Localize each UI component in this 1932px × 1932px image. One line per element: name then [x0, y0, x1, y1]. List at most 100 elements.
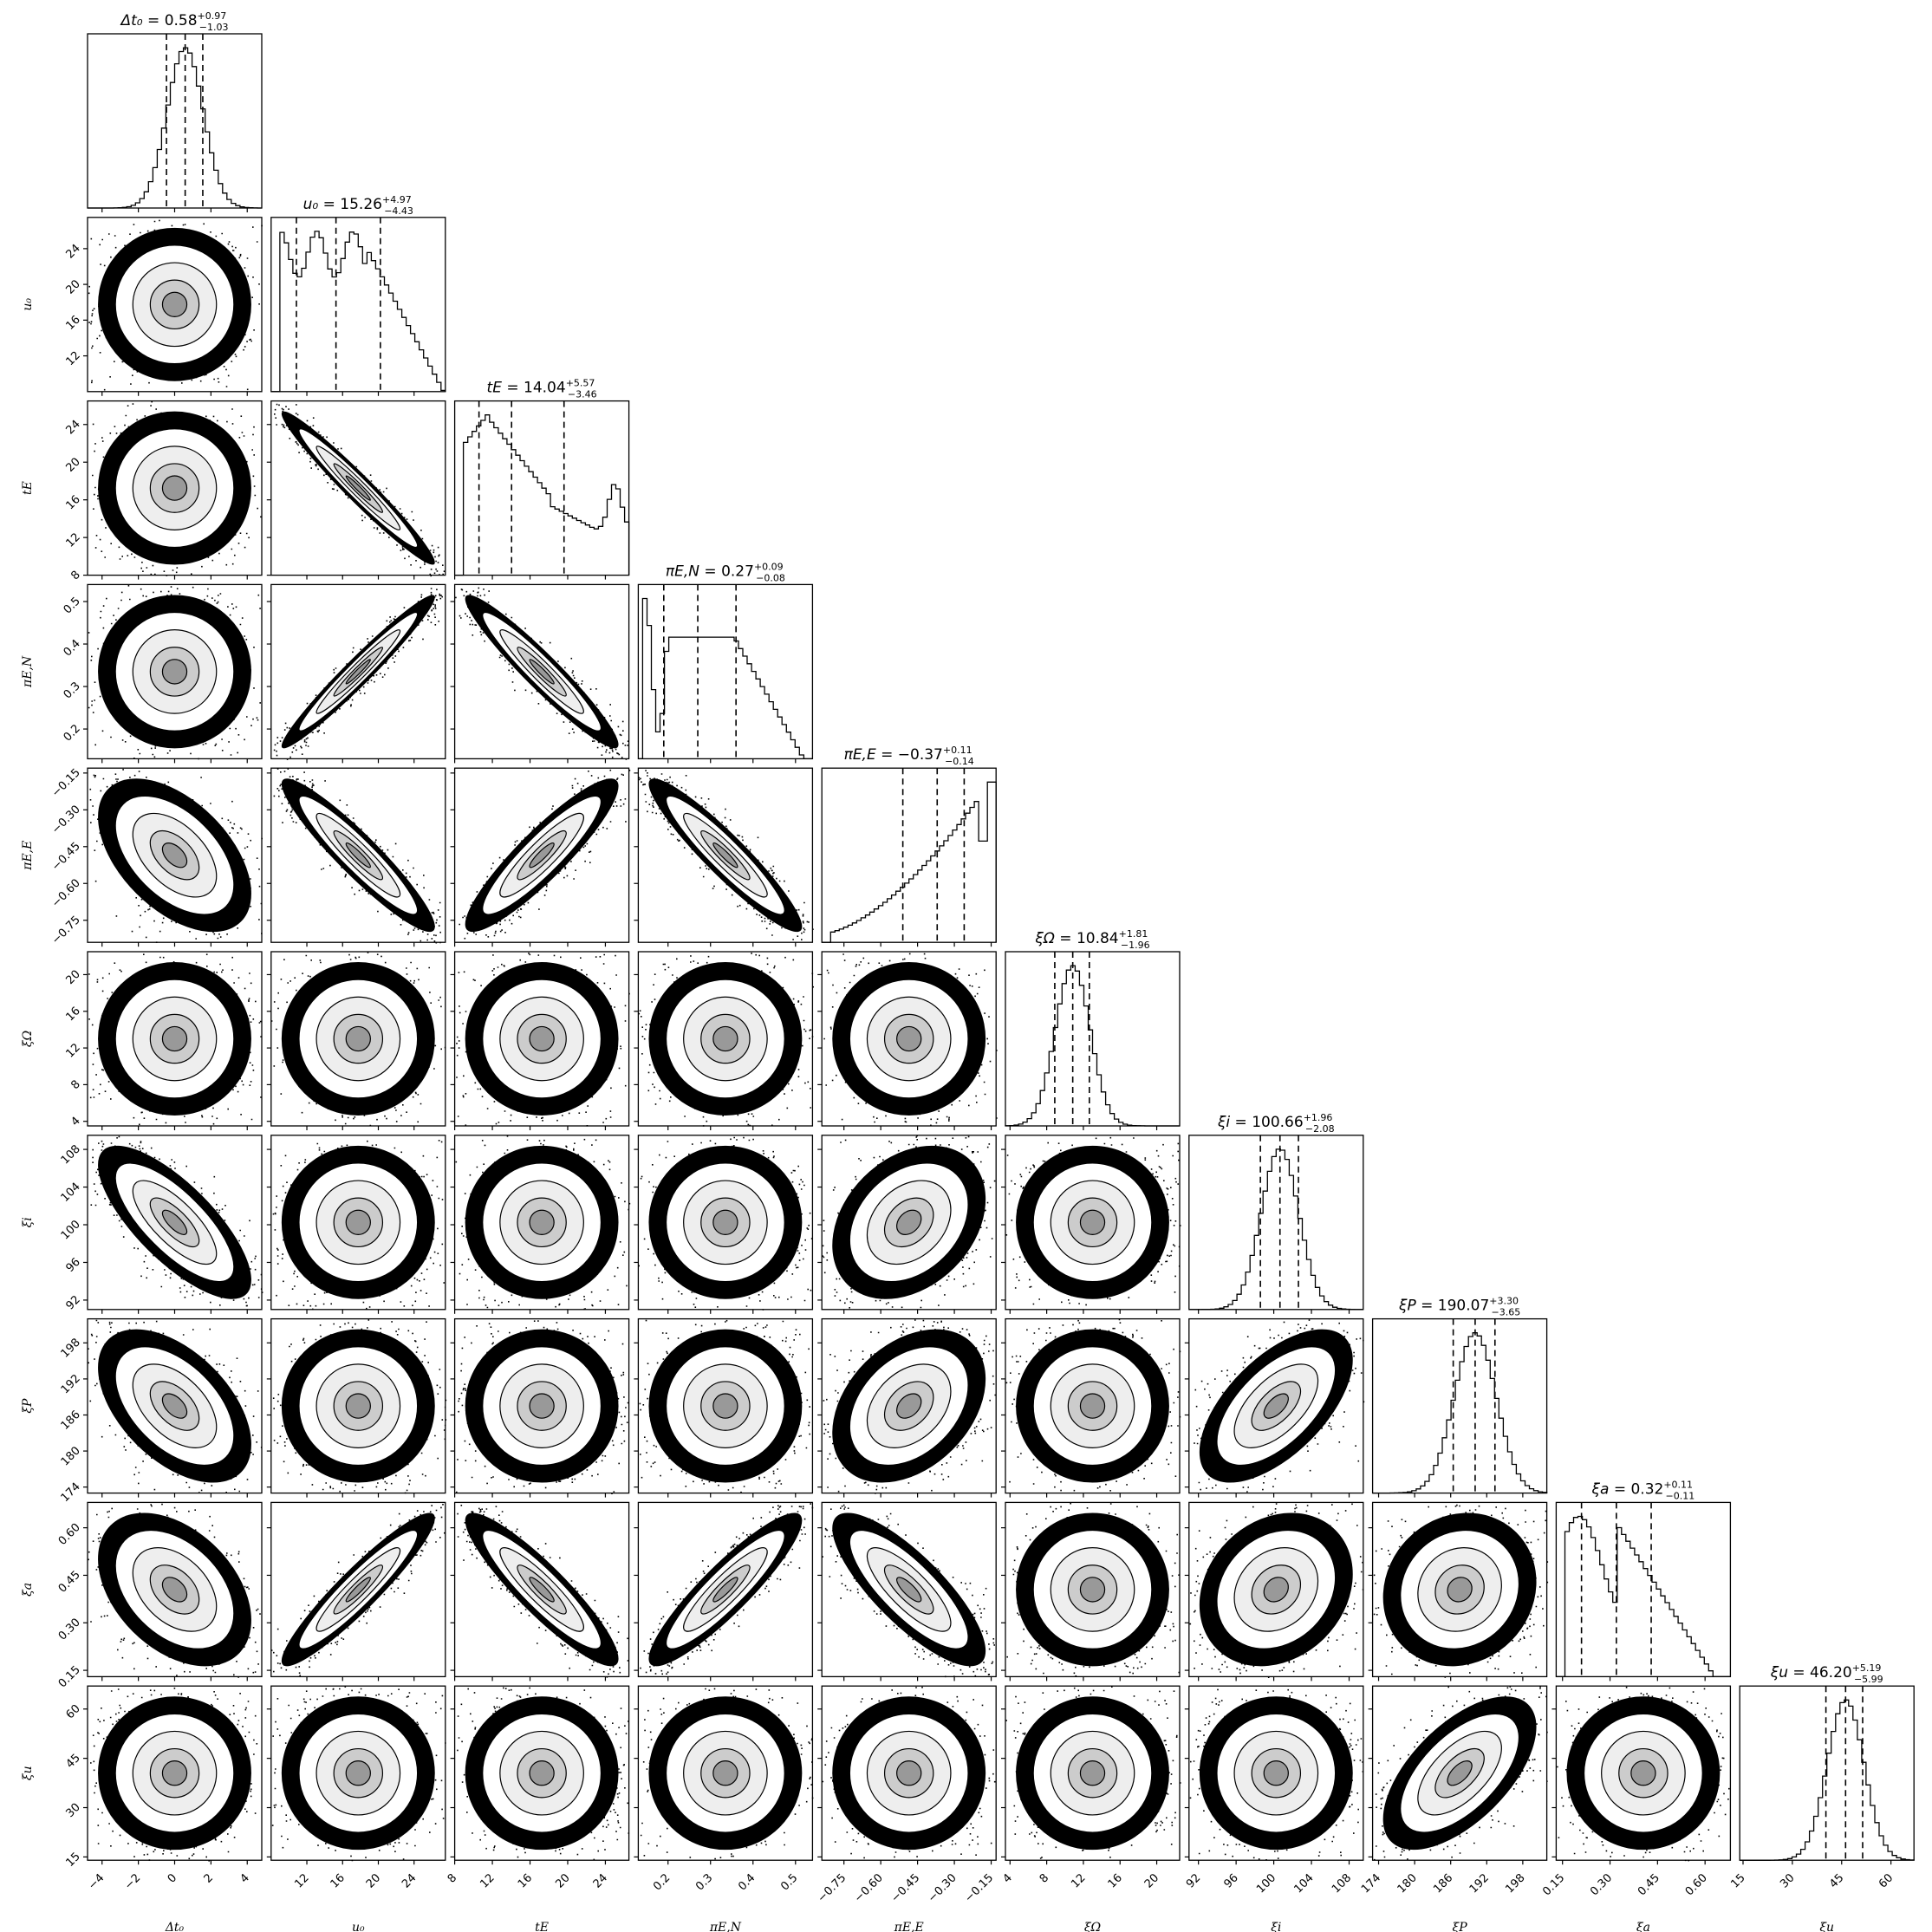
- y-tick-label-1-3: 24: [64, 242, 83, 261]
- scatter-panel-7-9: 174 180 186 192 198: [1356, 1670, 1562, 1896]
- panel-frame: [1556, 1502, 1730, 1676]
- histogram-7: [1373, 1333, 1547, 1493]
- scatter-panel-5-7: [1001, 1319, 1181, 1498]
- x-tick-label-7-2: 186: [1431, 1871, 1455, 1896]
- contour-level-4: [1080, 1761, 1104, 1786]
- hist-panel-2: tE = 14.04+5.57 −3.46: [455, 378, 629, 580]
- scatter-panel-4-6: [802, 1116, 1016, 1330]
- y-tick-label-5-4: 20: [64, 968, 83, 987]
- y-axis-label-7: ξP: [21, 1398, 35, 1414]
- x-tick-label-9-2: 45: [1827, 1871, 1846, 1890]
- y-tick-label-6-2: 100: [59, 1218, 83, 1242]
- x-tick-label-8-2: 0.45: [1636, 1871, 1662, 1898]
- y-tick-label-3-2: 0.4: [62, 637, 83, 659]
- y-tick-label-3-3: 0.5: [62, 595, 83, 616]
- scatter-panel-0-3: 0.2 0.3 0.4 0.5: [62, 584, 262, 763]
- x-tick-label-5-2: 12: [1069, 1871, 1088, 1890]
- y-tick-label-2-0: 8: [68, 569, 82, 582]
- y-axis-label-8: ξa: [21, 1583, 35, 1597]
- y-tick-label-1-2: 20: [64, 277, 83, 296]
- x-axis-label-3: πE,N: [709, 1921, 742, 1932]
- scatter-panel-3-8: [634, 1498, 817, 1682]
- x-tick-label-2-2: 16: [516, 1871, 535, 1890]
- x-tick-label-2-4: 24: [591, 1871, 610, 1890]
- x-tick-label-9-0: 15: [1728, 1871, 1747, 1890]
- hist-panel-0: Δt₀ = 0.58+0.97 −1.03: [88, 10, 262, 212]
- scatter-panel-5-6: [1001, 1135, 1181, 1314]
- scatter-panel-0-8: 0.15 0.30 0.45 0.60: [56, 1483, 281, 1695]
- scatter-panel-1-7: [267, 1319, 446, 1498]
- x-tick-label-0-4: 4: [237, 1871, 251, 1885]
- x-tick-label-2-0: 8: [446, 1871, 459, 1885]
- y-tick-label-3-0: 0.2: [62, 722, 83, 744]
- scatter-panel-3-5: [634, 952, 814, 1130]
- contour-level-4: [1080, 1210, 1104, 1234]
- scatter-panel-4-9: −0.75 −0.60 −0.45 −0.30 −0.15: [816, 1686, 997, 1905]
- x-tick-label-0-0: −4: [86, 1871, 107, 1892]
- scatter-panel-3-4: [634, 765, 815, 946]
- x-tick-label-0-1: −2: [122, 1871, 143, 1892]
- y-tick-label-9-3: 60: [64, 1702, 83, 1721]
- x-tick-label-7-3: 192: [1467, 1871, 1492, 1896]
- contour-level-4: [530, 1761, 554, 1786]
- scatter-panel-5-8: [1001, 1502, 1180, 1681]
- histogram-2: [455, 415, 629, 576]
- scatter-panel-2-8: [450, 1498, 634, 1682]
- scatter-panel-0-2: 812162024: [64, 401, 262, 583]
- scatter-panel-1-9: 12 16 20 24: [267, 1686, 446, 1890]
- contour-level-4: [530, 1026, 554, 1051]
- scatter-panel-5-9: 4 8 12 16 20: [1000, 1686, 1181, 1890]
- scatter-panel-1-8: [267, 1499, 448, 1681]
- scatter-panel-4-8: [812, 1493, 1006, 1687]
- y-tick-label-6-4: 108: [59, 1142, 83, 1167]
- contour-level-4: [162, 1761, 186, 1786]
- contour-level-4: [713, 1761, 738, 1786]
- contour-level-4: [162, 1026, 186, 1051]
- x-tick-label-4-1: −0.60: [852, 1871, 886, 1905]
- hist-panel-4: πE,E = −0.37+0.11 −0.14: [822, 745, 996, 946]
- scatter-panel-3-7: [634, 1319, 812, 1498]
- y-tick-label-1-1: 16: [64, 314, 83, 333]
- x-tick-label-9-1: 30: [1778, 1871, 1797, 1890]
- hist-panel-5: ξΩ = 10.84+1.81 −1.96: [1005, 928, 1180, 1130]
- panel-frame: [88, 34, 262, 208]
- scatter-panel-2-5: [451, 952, 630, 1130]
- scatter-panel-1-2: [267, 401, 446, 580]
- scatter-panel-6-9: 92 96 100 104 108: [1184, 1686, 1363, 1896]
- y-tick-label-8-1: 0.30: [56, 1616, 83, 1643]
- hist-panel-3: πE,N = 0.27+0.09 −0.08: [638, 561, 812, 763]
- histogram-1: [271, 231, 446, 392]
- x-tick-label-5-0: 4: [1000, 1871, 1014, 1885]
- y-tick-label-5-1: 8: [68, 1078, 82, 1092]
- contour-level-4: [1264, 1761, 1288, 1786]
- title-6: ξi = 100.66+1.96 −2.08: [1217, 1112, 1335, 1135]
- x-tick-label-6-1: 96: [1221, 1871, 1240, 1890]
- x-tick-label-5-3: 16: [1106, 1871, 1125, 1890]
- scatter-panel-0-9: −4 −2 0 2 4 15 30 45 60: [64, 1686, 262, 1892]
- title-4: πE,E = −0.37+0.11 −0.14: [844, 745, 974, 767]
- title-1: u₀ = 15.26+4.97 −4.43: [303, 194, 413, 217]
- contour-level-4: [713, 1210, 738, 1234]
- x-axis-label-9: ξu: [1819, 1921, 1834, 1932]
- contour-level-4: [346, 1026, 370, 1051]
- contour-level-4: [1080, 1577, 1104, 1602]
- y-tick-label-7-1: 180: [59, 1444, 83, 1468]
- x-tick-label-8-3: 0.60: [1683, 1871, 1710, 1898]
- y-tick-label-5-3: 16: [64, 1005, 83, 1024]
- x-tick-label-4-0: −0.75: [816, 1871, 849, 1905]
- scatter-panel-2-9: 8 12 16 20 24: [446, 1686, 629, 1890]
- title-5: ξΩ = 10.84+1.81 −1.96: [1034, 928, 1149, 951]
- hist-panel-7: ξP = 190.07+3.30 −3.65: [1373, 1296, 1547, 1498]
- x-tick-label-5-1: 8: [1038, 1871, 1051, 1885]
- y-axis-label-6: ξi: [21, 1217, 35, 1227]
- scatter-panel-6-8: [1168, 1481, 1384, 1697]
- x-axis-label-6: ξi: [1271, 1921, 1281, 1932]
- y-tick-label-3-1: 0.3: [62, 680, 83, 701]
- y-tick-label-4-3: −0.30: [49, 803, 83, 837]
- contour-level-4: [897, 1026, 921, 1051]
- title-9: ξu = 46.20+5.19 −5.99: [1770, 1662, 1883, 1685]
- scatter-panel-0-1: 12162024: [64, 218, 263, 396]
- scatter-panel-7-8: [1351, 1481, 1568, 1698]
- scatter-panel-3-9: 0.2 0.3 0.4 0.5: [634, 1686, 813, 1893]
